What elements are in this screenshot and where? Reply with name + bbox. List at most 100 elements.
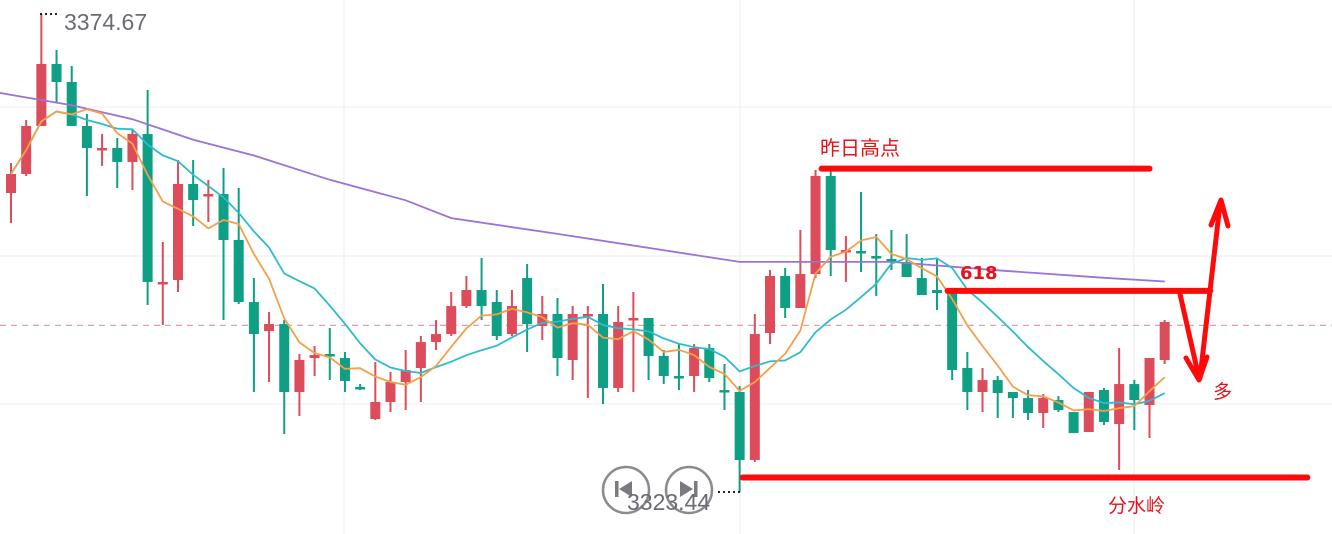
candle-body [1007,391,1018,399]
candle [127,129,138,190]
candle [51,50,62,102]
candle-body [218,193,229,240]
candle [66,65,77,126]
candle-body [552,313,563,359]
candle [415,336,426,402]
skip-back-icon [615,481,632,497]
high-price-marker: 3374.67 [40,9,147,35]
candle [461,276,472,309]
candle [97,133,108,166]
candle-body [294,359,305,392]
candle-body [825,175,836,250]
candle [476,257,487,321]
candle-body [1144,358,1155,406]
candle-body [992,380,1003,394]
candle-body [127,133,138,162]
candle-body [264,324,275,332]
candle-body [248,302,259,335]
candle [506,290,517,337]
candle [233,188,244,304]
candle-body [582,313,593,317]
candle-body [947,292,958,370]
candle [931,257,942,311]
candle-body [188,184,199,201]
candle-body [415,342,426,369]
ma-fast-line [10,108,1166,412]
candle-body [370,401,381,420]
candle [370,362,381,420]
candle-body [279,324,290,392]
candle-body [97,147,108,151]
candle-body [856,250,867,254]
candle [1159,320,1170,364]
candle-body [977,380,988,392]
candle-body [522,278,533,325]
candle [643,317,654,381]
candle [1144,358,1155,438]
candle [248,278,259,392]
low-price-label: 3323.44 [627,489,710,515]
candle-body [704,348,715,378]
candle-body [491,302,502,337]
long-label: 多 [1213,381,1232,403]
candle [218,168,229,321]
candle-body [1068,412,1079,434]
candle-body [886,259,897,262]
fib-618-label: 618 [960,263,998,284]
candle-body [1053,400,1064,410]
candle [188,160,199,226]
candle [628,292,639,392]
candle-body [355,386,366,390]
candle [21,119,32,176]
candle-body [6,174,16,194]
candle-body [309,355,320,359]
candle-body [765,276,775,334]
candle [1098,387,1109,426]
candle [780,267,791,318]
candle [112,138,123,189]
annotations: 昨日高点 618 分水岭 多 [739,136,1311,517]
candle-body [476,290,487,307]
candle [689,344,700,392]
candle-body [916,278,927,296]
high-price-label: 3374.67 [64,9,147,35]
candle [856,192,867,272]
yesterday-high-label: 昨日高点 [820,136,900,160]
up-arrow-icon [1197,197,1231,381]
candle-body [962,368,973,392]
candle [1007,391,1018,419]
candle [400,349,411,410]
candle [157,242,168,325]
candle [992,376,1003,419]
candle [840,235,851,282]
candle-body [233,239,244,303]
candle [446,292,457,337]
candle [1038,394,1049,429]
candle [1053,396,1064,413]
prev-button[interactable] [601,465,651,515]
candle-body [795,274,806,309]
candle-body [537,313,548,327]
candle [431,320,442,350]
candle-body [142,133,153,282]
candle-body [810,175,821,275]
candle-body [931,290,942,293]
candle-body [66,82,77,126]
candle [658,349,669,385]
candle-body [400,369,411,383]
candle-body [51,64,62,83]
candle [962,352,973,410]
candle-body [385,382,396,402]
candle-body [689,348,700,377]
next-button[interactable] [664,465,714,515]
candle [324,327,335,381]
candle-body [36,64,47,126]
candle-body [506,306,517,335]
candle [142,90,153,306]
candle-body [431,334,442,343]
candle-body [673,376,684,379]
candle [825,170,836,277]
candle-body [203,193,214,197]
candle-body [81,125,92,148]
